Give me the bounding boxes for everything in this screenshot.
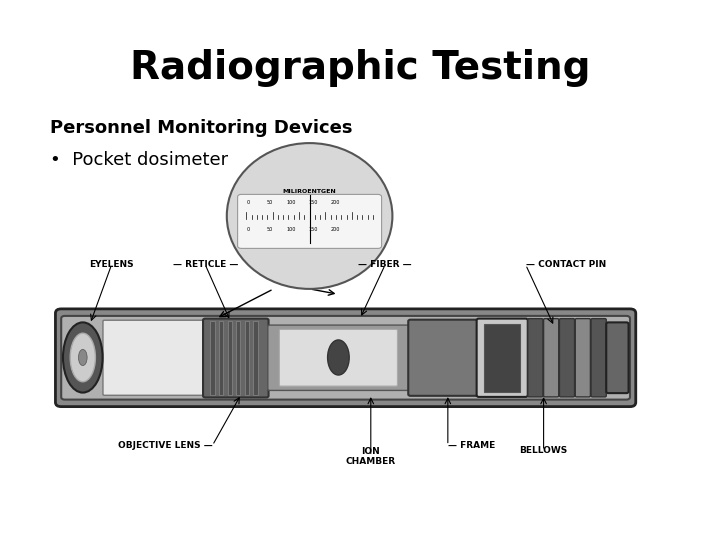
Ellipse shape [78,349,87,366]
Text: 100: 100 [287,200,297,205]
Text: 150: 150 [308,200,318,205]
FancyBboxPatch shape [228,321,232,395]
Text: 0: 0 [247,200,250,205]
Text: 200: 200 [330,200,340,205]
FancyBboxPatch shape [210,321,215,395]
Text: — RETICLE —: — RETICLE — [173,260,238,269]
FancyBboxPatch shape [484,324,520,392]
FancyBboxPatch shape [203,319,269,397]
FancyBboxPatch shape [103,320,207,395]
Text: — FIBER —: — FIBER — [359,260,412,269]
Ellipse shape [328,340,349,375]
Text: 200: 200 [330,227,340,232]
Text: Personnel Monitoring Devices: Personnel Monitoring Devices [50,119,353,137]
FancyBboxPatch shape [477,319,528,397]
FancyBboxPatch shape [606,322,629,393]
Text: ION
CHAMBER: ION CHAMBER [346,447,396,466]
FancyBboxPatch shape [253,321,258,395]
FancyBboxPatch shape [591,319,606,397]
Text: 0: 0 [247,227,250,232]
FancyBboxPatch shape [219,321,223,395]
Ellipse shape [227,143,392,289]
FancyBboxPatch shape [245,321,249,395]
FancyBboxPatch shape [55,309,636,407]
Text: •  Pocket dosimeter: • Pocket dosimeter [50,151,228,169]
Text: 150: 150 [308,227,318,232]
Text: 50: 50 [267,200,273,205]
Ellipse shape [70,333,95,382]
FancyBboxPatch shape [268,325,409,390]
Text: 100: 100 [287,227,297,232]
FancyBboxPatch shape [559,319,575,397]
FancyBboxPatch shape [575,319,590,397]
FancyBboxPatch shape [408,320,477,396]
Text: — FRAME: — FRAME [448,441,495,450]
FancyBboxPatch shape [544,319,559,397]
Ellipse shape [63,322,103,393]
FancyBboxPatch shape [61,316,630,400]
Text: BELLOWS: BELLOWS [519,447,568,455]
Text: 50: 50 [267,227,273,232]
FancyBboxPatch shape [238,194,382,248]
Text: OBJECTIVE LENS —: OBJECTIVE LENS — [117,441,212,450]
FancyBboxPatch shape [279,329,397,386]
FancyBboxPatch shape [528,319,543,397]
Text: Radiographic Testing: Radiographic Testing [130,49,590,86]
Text: EYELENS: EYELENS [89,260,134,269]
FancyBboxPatch shape [236,321,240,395]
Text: MILIROENTGEN: MILIROENTGEN [283,189,336,194]
Text: — CONTACT PIN: — CONTACT PIN [526,260,606,269]
